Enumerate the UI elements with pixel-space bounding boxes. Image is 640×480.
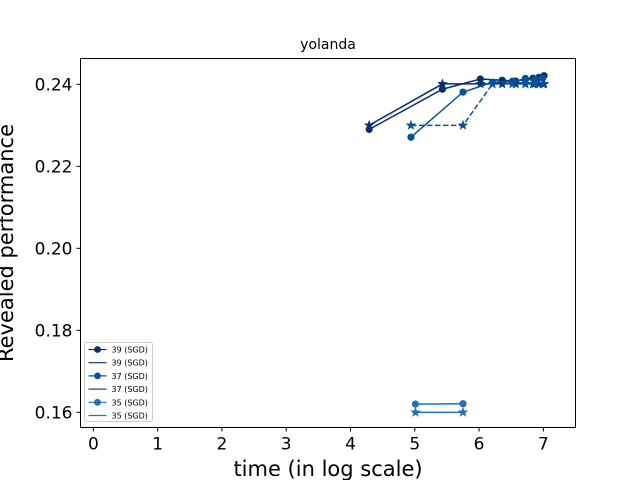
legend-label-2: 37 (SGD): [112, 372, 148, 381]
x-tick-label-1: 1: [152, 435, 163, 455]
legend-label-5: 35 (SGD): [112, 412, 148, 421]
y-tick-label-0: 0.16: [35, 403, 73, 423]
legend-entry-5: 35 (SGD): [88, 412, 148, 421]
x-tick-label-3: 3: [281, 435, 292, 455]
point-4-1: [459, 400, 467, 408]
legend-entry-0: 39 (SGD): [88, 346, 148, 355]
legend-label-3: 37 (SGD): [112, 385, 148, 394]
legend-entry-3: 37 (SGD): [88, 385, 148, 394]
y-axis-label: Revealed performance: [0, 124, 18, 362]
x-tick-label-7: 7: [538, 435, 549, 455]
legend-label-0: 39 (SGD): [112, 346, 148, 355]
series-4: [411, 400, 467, 408]
chart-title: yolanda: [300, 37, 356, 53]
legend-label-4: 35 (SGD): [112, 398, 148, 407]
y-tick-label-4: 0.24: [35, 75, 73, 95]
point-3-3: [507, 78, 518, 89]
point-3-0: [405, 119, 417, 130]
point-5-1: [457, 406, 469, 417]
y-tick-label-2: 0.20: [35, 239, 73, 259]
x-tick-label-4: 4: [345, 435, 356, 455]
legend-entry-2: 37 (SGD): [88, 372, 148, 381]
series-line-1: [368, 83, 544, 126]
x-tick-label-2: 2: [217, 435, 228, 455]
legend: 39 (SGD) 39 (SGD) 37 (SGD) 37 (SGD) 35 (SGD)…: [84, 342, 153, 422]
legend-marker-4: [94, 398, 101, 406]
legend-entry-4: 35 (SGD): [88, 398, 148, 407]
point-4-0: [411, 400, 420, 408]
axes-frame: [80, 58, 576, 428]
point-2-6: [539, 74, 547, 82]
x-axis-label: time (in log scale): [233, 457, 422, 480]
series-5: [410, 406, 469, 417]
x-tick-label-6: 6: [474, 435, 485, 455]
point-5-0: [410, 406, 421, 417]
series-3: [405, 78, 549, 130]
point-3-1: [457, 119, 469, 130]
point-0-1: [438, 85, 447, 93]
x-tick-label-0: 0: [88, 435, 99, 455]
point-3-2: [487, 78, 498, 89]
point-3-6: [537, 78, 549, 89]
y-axis: 0.16 0.18 0.20 0.22 0.24: [35, 75, 81, 423]
legend-entry-1: 39 (SGD): [88, 359, 148, 368]
point-3-5: [529, 78, 541, 89]
point-2-1: [459, 88, 467, 96]
y-tick-label-1: 0.18: [35, 321, 73, 341]
series-layer: [363, 72, 550, 417]
point-1-2: [475, 78, 486, 89]
plot-area: [363, 72, 550, 417]
point-3-4: [520, 78, 531, 89]
y-tick-label-3: 0.22: [35, 157, 73, 177]
x-tick-label-5: 5: [409, 435, 420, 455]
x-axis: 0 1 2 3 4 5 6 7: [88, 427, 549, 455]
legend-label-1: 39 (SGD): [112, 359, 148, 368]
legend-marker-2: [94, 372, 101, 380]
point-1-1: [437, 78, 448, 89]
legend-marker-0: [94, 346, 101, 353]
series-0: [365, 72, 548, 134]
point-2-0: [407, 133, 415, 141]
point-1-0: [363, 119, 375, 130]
